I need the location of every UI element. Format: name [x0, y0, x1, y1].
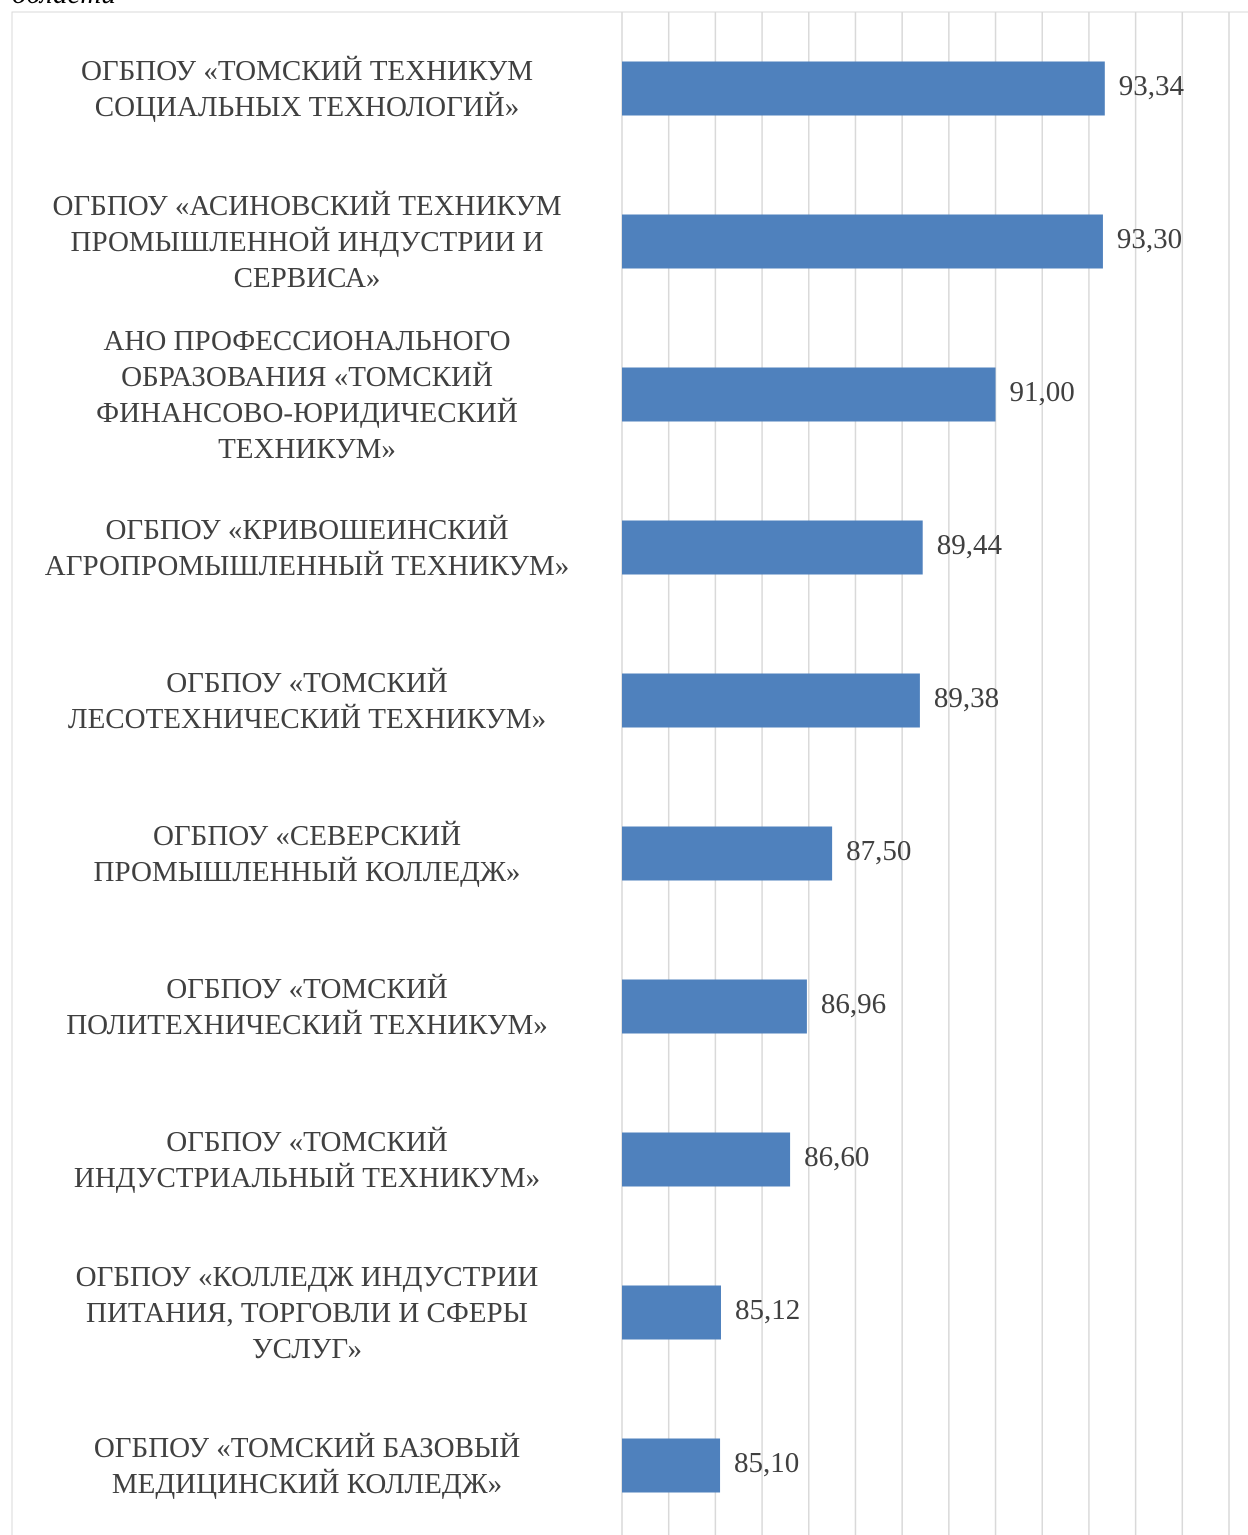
data-label: 86,96	[821, 988, 886, 1020]
category-label: АНО ПРОФЕССИОНАЛЬНОГО ОБРАЗОВАНИЯ «ТОМСК…	[96, 324, 518, 465]
bar	[622, 214, 1103, 269]
chart-frame	[11, 11, 1248, 1535]
category-label: ОГБПОУ «ТОМСКИЙ ПОЛИТЕХНИЧЕСКИЙ ТЕХНИКУМ…	[66, 972, 548, 1041]
bar	[622, 520, 923, 575]
data-label: 86,60	[804, 1141, 869, 1173]
data-label: 91,00	[1010, 376, 1075, 408]
bar	[622, 979, 807, 1034]
bar	[622, 1438, 721, 1493]
bar	[622, 1285, 721, 1340]
chart-title: области	[12, 0, 116, 11]
category-label: ОГБПОУ «ТОМСКИЙ БАЗОВЫЙ МЕДИЦИНСКИЙ КОЛЛ…	[93, 1431, 521, 1500]
data-label: 89,38	[934, 682, 999, 714]
category-label: ОГБПОУ «ТОМСКИЙ ИНДУСТРИАЛЬНЫЙ ТЕХНИКУМ»	[73, 1125, 541, 1194]
category-label: ОГБПОУ «КОЛЛЕДЖ ИНДУСТРИИ ПИТАНИЯ, ТОРГО…	[75, 1260, 539, 1365]
bar	[622, 826, 833, 881]
bar	[622, 367, 996, 422]
bar	[622, 61, 1105, 116]
data-label: 89,44	[937, 529, 1003, 561]
bar	[622, 1132, 791, 1187]
bar	[622, 673, 920, 728]
data-label: 93,30	[1117, 223, 1182, 255]
data-label: 87,50	[846, 835, 911, 867]
category-label: ОГБПОУ «КРИВОШЕИНСКИЙ АГРОПРОМЫШЛЕННЫЙ Т…	[44, 513, 570, 582]
data-label: 93,34	[1119, 70, 1185, 102]
category-label: ОГБПОУ «АСИНОВСКИЙ ТЕХНИКУМ ПРОМЫШЛЕННОЙ…	[52, 189, 562, 294]
data-label: 85,10	[734, 1447, 799, 1479]
category-label: ОГБПОУ «СЕВЕРСКИЙ ПРОМЫШЛЕННЫЙ КОЛЛЕДЖ»	[93, 819, 521, 888]
category-label: ОГБПОУ «ТОМСКИЙ ЛЕСОТЕХНИЧЕСКИЙ ТЕХНИКУМ…	[67, 666, 547, 735]
data-label: 85,12	[735, 1294, 800, 1326]
category-label: ОГБПОУ «ТОМСКИЙ ТЕХНИКУМ СОЦИАЛЬНЫХ ТЕХН…	[80, 54, 534, 123]
